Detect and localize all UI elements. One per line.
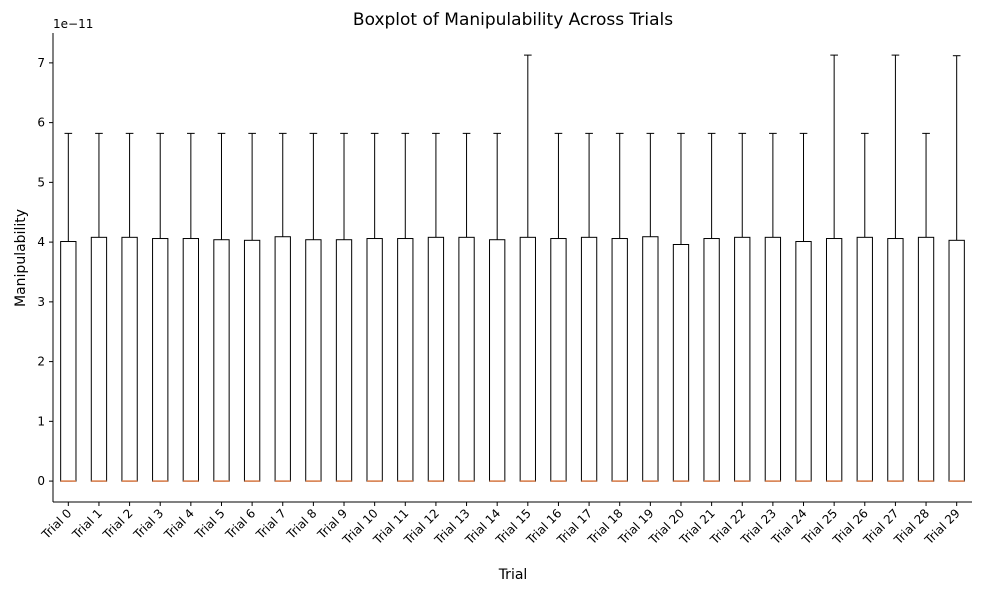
- x-tick-label: Trial 4: [161, 506, 197, 542]
- box-body: [458, 236, 475, 482]
- box-trial-29: [948, 55, 965, 482]
- box-body: [948, 239, 965, 482]
- box-body: [550, 238, 567, 482]
- y-tick-label: 4: [37, 235, 45, 249]
- box-trial-13: [458, 132, 475, 482]
- y-tick-label: 2: [37, 355, 45, 369]
- box-trial-20: [672, 132, 690, 482]
- box-trial-5: [213, 132, 230, 482]
- x-tick-label: Trial 8: [283, 506, 319, 542]
- chart-title: Boxplot of Manipulability Across Trials: [353, 10, 673, 30]
- x-tick-label: Trial 2: [100, 506, 136, 542]
- box-body: [335, 239, 353, 482]
- box-trial-9: [335, 132, 353, 482]
- y-tick-label: 7: [37, 56, 45, 70]
- box-trial-0: [60, 132, 77, 482]
- x-tick-label: Trial 3: [130, 506, 166, 542]
- box-body: [60, 241, 77, 482]
- x-tick-label: Trial 6: [222, 506, 258, 542]
- box-trial-4: [182, 132, 200, 482]
- box-body: [182, 238, 200, 482]
- box-trial-21: [703, 132, 720, 482]
- box-trial-26: [856, 132, 873, 482]
- box-body: [917, 236, 935, 482]
- box-body: [397, 238, 414, 482]
- box-trial-24: [795, 132, 812, 482]
- box-body: [121, 236, 138, 482]
- y-axis-label: Manipulability: [13, 209, 29, 307]
- box-body: [213, 239, 230, 482]
- box-trial-2: [121, 132, 138, 482]
- box-body: [366, 238, 383, 482]
- box-body: [489, 239, 506, 482]
- box-trial-18: [611, 132, 628, 482]
- box-body: [703, 238, 720, 482]
- box-trial-25: [825, 54, 843, 482]
- y-tick-label: 0: [37, 474, 45, 488]
- box-body: [825, 238, 843, 482]
- box-body: [856, 236, 873, 482]
- box-body: [243, 239, 261, 482]
- y-offset-label: 1e−11: [53, 17, 93, 31]
- box-trial-6: [243, 132, 261, 482]
- box-body: [580, 236, 598, 482]
- x-tick-label: Trial 1: [69, 506, 105, 542]
- box-body: [427, 236, 445, 482]
- y-tick-label: 3: [37, 295, 45, 309]
- box-trial-1: [90, 132, 108, 482]
- box-body: [764, 236, 782, 482]
- box-body: [887, 238, 904, 482]
- box-body: [305, 239, 322, 482]
- y-axis: 0 1 2 3 4 5 6 7: [37, 33, 54, 502]
- box-trial-7: [274, 132, 291, 482]
- box-body: [795, 241, 812, 482]
- y-tick-label: 6: [37, 116, 45, 130]
- box-trial-22: [734, 132, 751, 482]
- box-trial-23: [764, 132, 782, 482]
- box-trial-15: [519, 54, 536, 482]
- y-tick-label: 5: [37, 175, 45, 189]
- box-trial-17: [580, 132, 598, 482]
- x-axis-label: Trial: [498, 567, 528, 583]
- x-tick-label: Trial 5: [192, 506, 228, 542]
- box-trial-11: [397, 132, 414, 482]
- box-trial-10: [366, 132, 383, 482]
- box-body: [734, 236, 751, 482]
- box-trial-14: [489, 132, 506, 482]
- box-body: [642, 236, 659, 482]
- box-trial-28: [917, 132, 935, 482]
- box-trial-8: [305, 132, 322, 482]
- box-body: [611, 238, 628, 482]
- box-body: [519, 236, 536, 482]
- box-body: [274, 236, 291, 482]
- box-trial-12: [427, 132, 445, 482]
- box-body: [152, 238, 169, 482]
- box-trial-3: [152, 132, 169, 482]
- plot-area: [60, 54, 965, 482]
- box-trial-16: [550, 132, 567, 482]
- box-trial-19: [642, 132, 659, 482]
- y-tick-label: 1: [37, 414, 45, 428]
- box-body: [90, 236, 108, 482]
- x-tick-label: Trial 0: [38, 506, 74, 542]
- x-tick-label: Trial 7: [253, 506, 289, 542]
- box-body: [672, 243, 690, 482]
- box-trial-27: [887, 54, 904, 482]
